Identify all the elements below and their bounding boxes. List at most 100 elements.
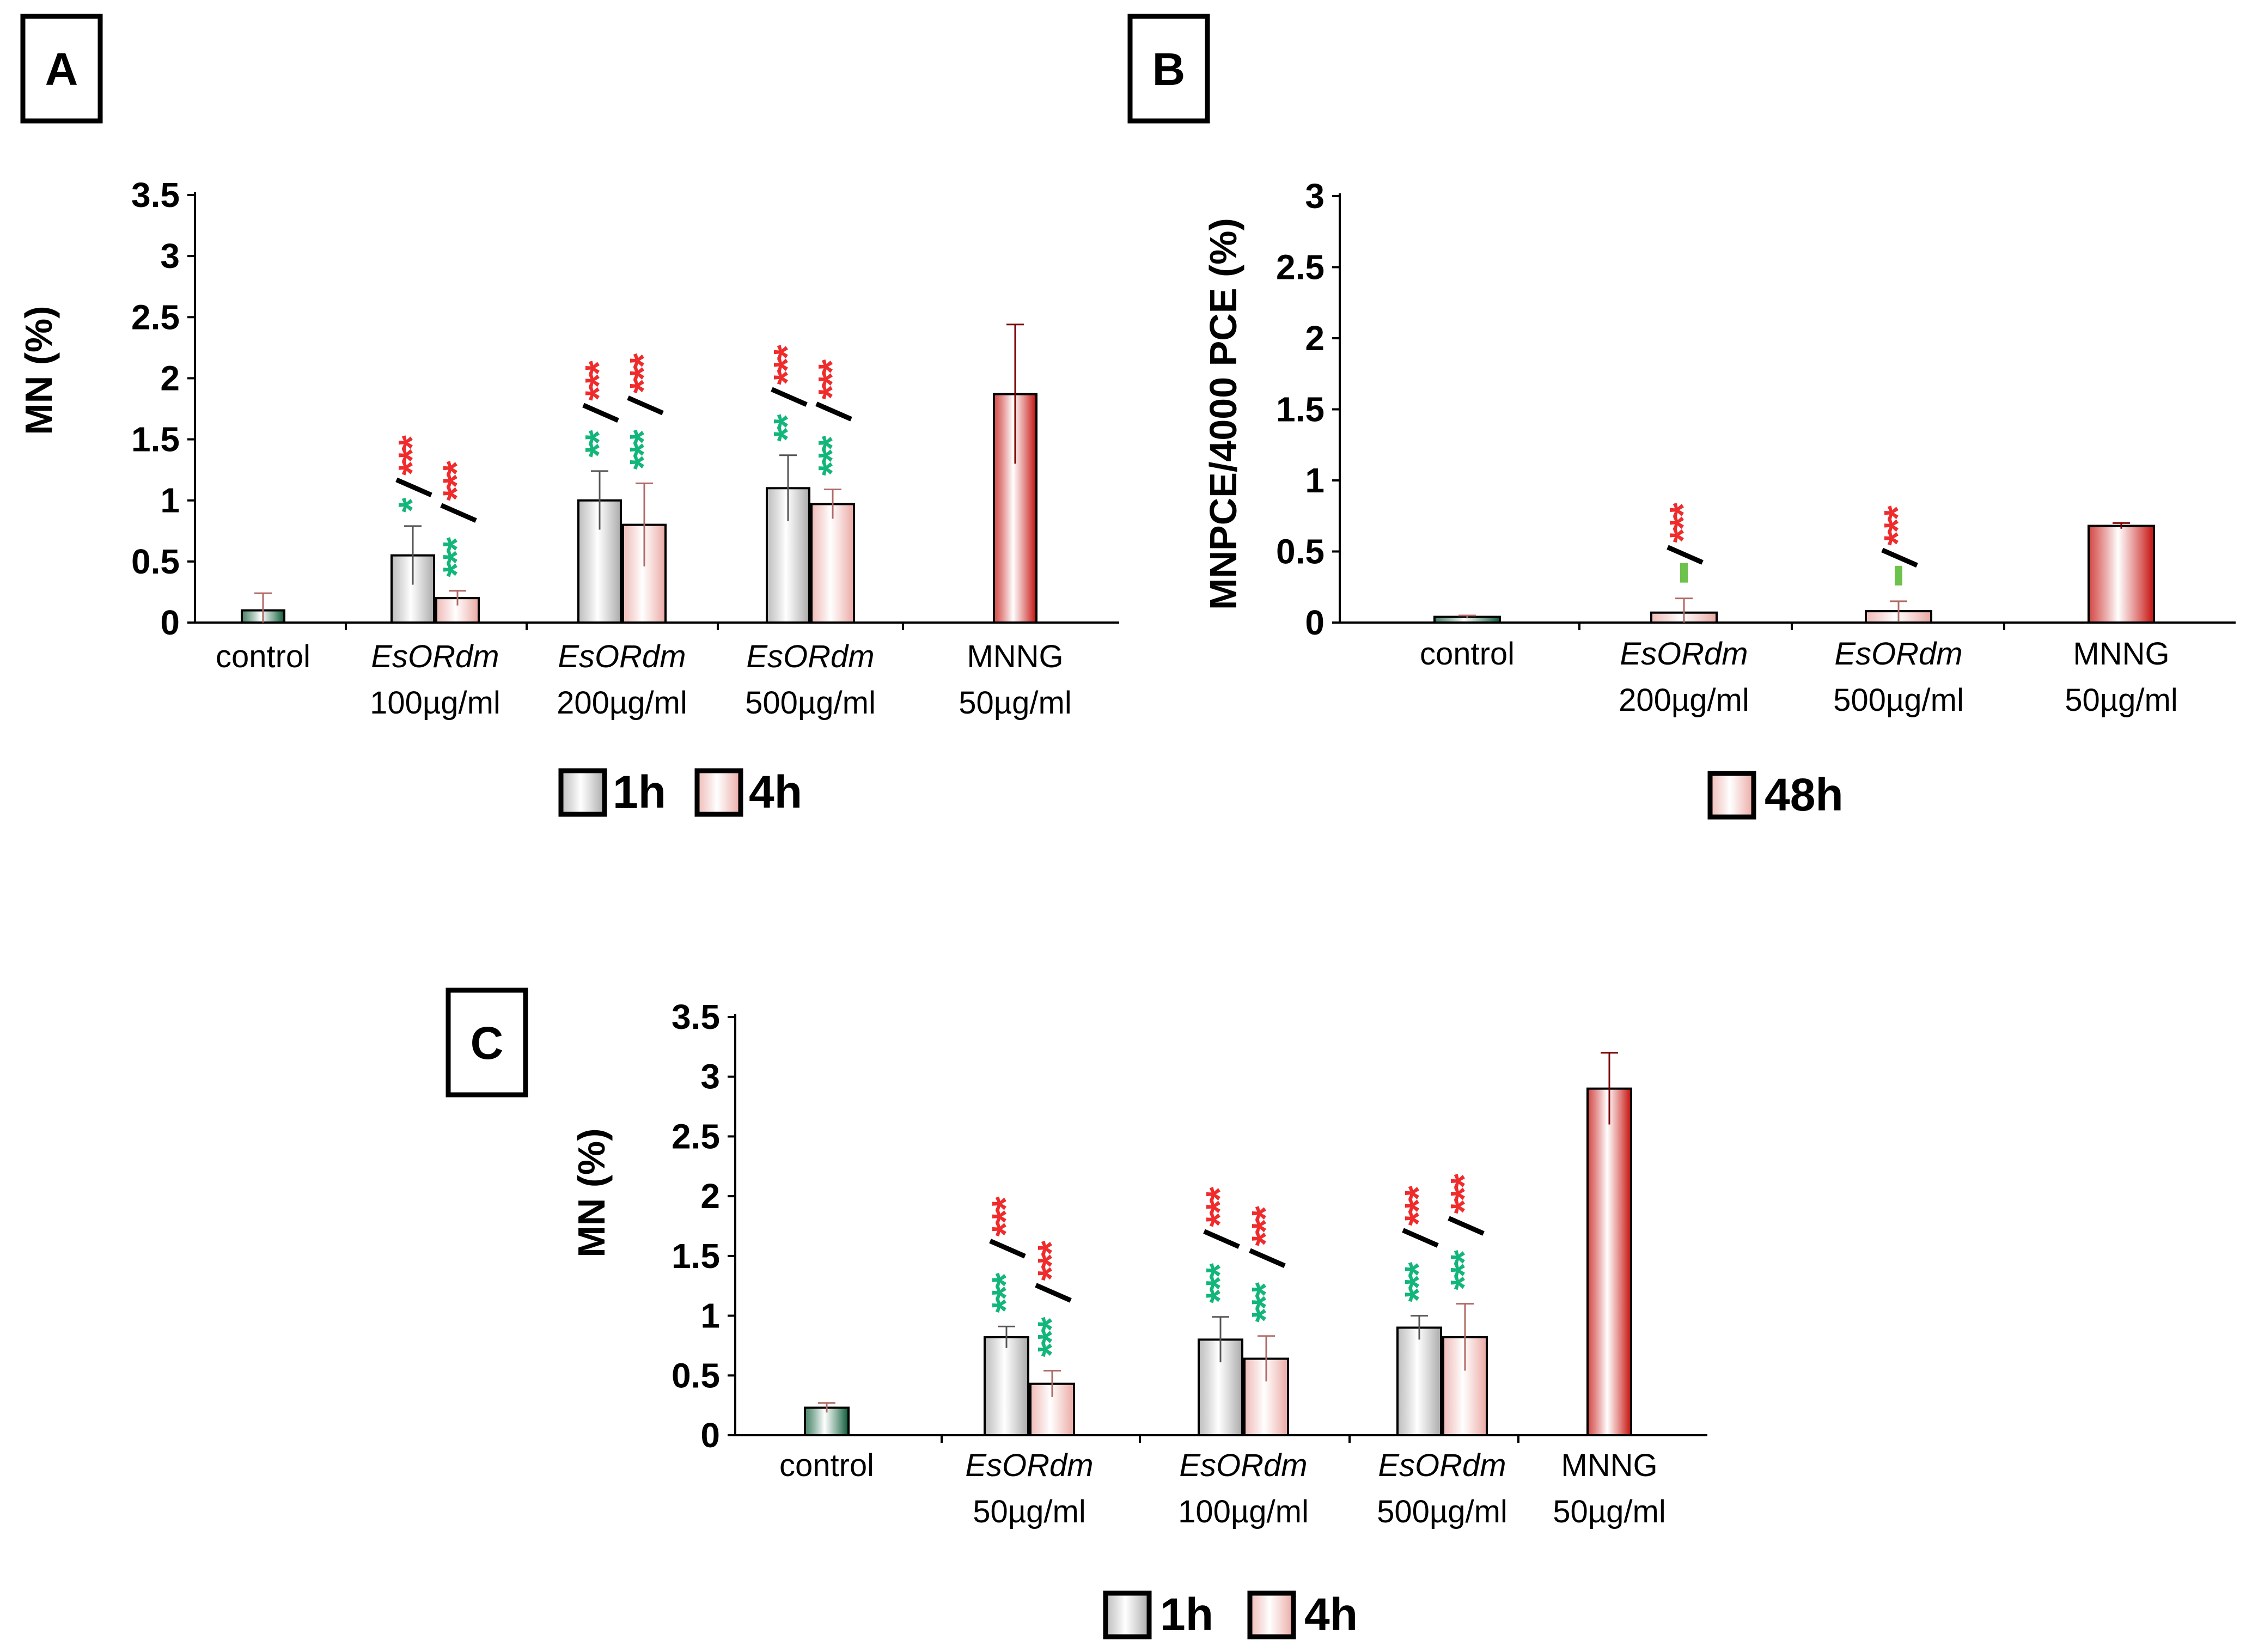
significance-green: ***	[1443, 1249, 1485, 1290]
category-sublabel: 50µg/ml	[2065, 682, 2178, 718]
significance-red: ***	[435, 460, 478, 501]
significance-slash	[1448, 1216, 1485, 1236]
y-tick-label: 1.5	[131, 420, 180, 459]
category-label: EsORdm	[746, 639, 874, 674]
bar	[810, 503, 855, 624]
significance-mark: ***	[1662, 502, 1704, 583]
significance-red: ***	[1443, 1173, 1485, 1214]
significance-slash	[989, 1239, 1026, 1259]
category-label: EsORdm	[1378, 1448, 1506, 1483]
bar	[984, 1336, 1029, 1437]
y-tick-label: 2	[700, 1176, 720, 1216]
legend-swatch	[558, 768, 607, 817]
category-label: EsORdm	[1834, 636, 1962, 672]
significance-slash	[1881, 547, 1918, 568]
category-label: EsORdm	[1620, 636, 1748, 672]
category-label: EsORdm	[965, 1448, 1093, 1483]
category-label: MNNG	[2073, 636, 2169, 672]
category-sublabel: 100µg/ml	[370, 685, 501, 721]
y-axis-label: MNPCE/4000 PCE (%)	[1202, 218, 1244, 610]
y-tick-label: 0	[160, 603, 180, 642]
legend-label: 1h	[613, 766, 666, 818]
panel-label-box	[445, 987, 528, 1098]
significance-mark: *** ***	[435, 460, 478, 577]
panel-label-box	[1127, 14, 1210, 124]
category-sublabel: 50µg/ml	[973, 1494, 1086, 1529]
y-tick-label: 0.5	[1276, 532, 1325, 571]
legend-swatch	[694, 768, 743, 817]
y-tick-label: 1	[700, 1296, 720, 1336]
significance-mark: *** ***	[984, 1196, 1027, 1313]
category-sublabel: 500µg/ml	[1377, 1494, 1507, 1529]
panel-label: A	[45, 44, 78, 95]
y-tick-label: 0.5	[131, 542, 180, 581]
significance-green: ***	[1244, 1282, 1286, 1322]
category-label: control	[216, 639, 310, 674]
significance-mark: *****	[577, 360, 620, 457]
significance-mark: ***	[1876, 505, 1919, 586]
significance-slash	[440, 503, 477, 523]
bar	[1586, 1087, 1632, 1436]
significance-green: **	[766, 413, 808, 441]
significance-red: ***	[1876, 505, 1919, 545]
significance-mark: *** ***	[622, 353, 664, 470]
category-sublabel: 200µg/ml	[1619, 682, 1749, 718]
significance-green: ***	[622, 429, 664, 470]
significance-slash	[815, 401, 852, 422]
significance-red: ***	[810, 359, 853, 399]
bar	[2088, 525, 2155, 624]
y-tick-label: 1.5	[1276, 390, 1325, 429]
significance-mark: ****	[390, 435, 433, 512]
y-tick-label: 0	[700, 1416, 720, 1455]
category-label: EsORdm	[371, 639, 499, 674]
significance-slash	[627, 395, 664, 416]
significance-green-mark	[1895, 565, 1902, 586]
significance-red: ***	[984, 1196, 1027, 1236]
significance-mark: *** ***	[1198, 1186, 1241, 1303]
significance-red: ***	[1030, 1240, 1072, 1281]
y-tick-label: 3.5	[131, 175, 180, 215]
category-label: MNNG	[967, 639, 1063, 674]
y-tick-label: 1	[1305, 461, 1325, 500]
y-tick-label: 0	[1305, 603, 1325, 642]
category-label: MNNG	[1561, 1448, 1657, 1483]
legend-swatch	[1103, 1590, 1152, 1639]
significance-slash	[1249, 1248, 1286, 1268]
category-sublabel: 100µg/ml	[1178, 1494, 1309, 1529]
panel-label: C	[471, 1017, 504, 1069]
significance-green: **	[577, 430, 620, 458]
panel-c: C 0 0.5 1 1.5 2 2.5 3 3.5 MN (%) control EsORdm 50µg…	[445, 987, 1707, 1640]
significance-mark: *** ***	[1397, 1185, 1439, 1302]
category-label: EsORdm	[1179, 1448, 1307, 1483]
y-tick-label: 2.5	[1276, 248, 1325, 287]
significance-red: ***	[577, 360, 620, 400]
panel-label: B	[1152, 44, 1186, 95]
significance-slash	[582, 403, 619, 423]
significance-green: *	[390, 497, 433, 513]
y-tick-label: 3	[700, 1057, 720, 1096]
legend-label: 4h	[749, 766, 802, 818]
legend-label: 1h	[1160, 1589, 1213, 1640]
significance-green: ***	[810, 435, 853, 476]
significance-green: ***	[984, 1272, 1027, 1313]
category-sublabel: 200µg/ml	[557, 685, 687, 721]
significance-red: ***	[390, 435, 433, 475]
category-label: control	[1420, 636, 1515, 672]
significance-green-mark	[1680, 563, 1688, 583]
y-tick-label: 0.5	[672, 1356, 720, 1395]
y-tick-label: 2.5	[672, 1117, 720, 1156]
category-sublabel: 50µg/ml	[1553, 1494, 1666, 1529]
significance-red: ***	[622, 353, 664, 393]
y-tick-label: 3	[160, 236, 180, 276]
y-axis-label: MN (%)	[570, 1128, 613, 1257]
panel-b: B 0 0.5 1 1.5 2 2.5 3 MNPCE/4000 PCE (%) control E…	[1127, 14, 2236, 820]
legend-swatch	[1707, 771, 1756, 820]
significance-mark: *** ***	[1244, 1205, 1286, 1322]
significance-slash	[395, 477, 432, 497]
significance-slash	[1402, 1228, 1439, 1248]
y-tick-label: 3.5	[672, 997, 720, 1037]
significance-red: ***	[1198, 1186, 1241, 1227]
significance-slash	[1667, 545, 1704, 565]
y-tick-label: 1.5	[672, 1236, 720, 1276]
